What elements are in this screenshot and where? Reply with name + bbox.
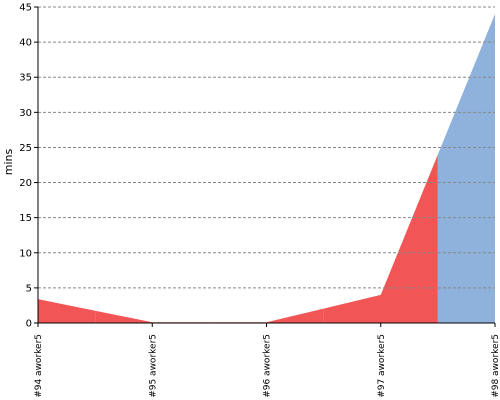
- area-segment: [95, 310, 210, 323]
- area-segment: [323, 154, 438, 323]
- area-segment: [38, 299, 96, 323]
- y-axis-label: mins: [2, 148, 15, 175]
- y-tick-label: 15: [19, 213, 32, 224]
- x-tick-label: #94 aworker5: [34, 334, 44, 398]
- y-tick-label: 30: [19, 108, 32, 119]
- y-tick-label: 5: [26, 283, 32, 294]
- y-tick-label: 25: [19, 143, 32, 154]
- x-tick-label: #98 aworker5: [491, 334, 500, 398]
- x-tick-label: #95 aworker5: [148, 334, 158, 398]
- area-segment: [209, 308, 324, 323]
- y-tick-label: 45: [19, 3, 32, 14]
- y-tick-label: 40: [19, 38, 32, 49]
- x-tick-label: #96 aworker5: [263, 334, 273, 398]
- area-segment: [437, 14, 495, 324]
- y-tick-label: 20: [19, 178, 32, 189]
- y-tick-label: 0: [26, 319, 32, 330]
- y-tick-label: 35: [19, 73, 32, 84]
- y-tick-label: 10: [19, 248, 32, 259]
- x-tick-label: #97 aworker5: [377, 334, 387, 398]
